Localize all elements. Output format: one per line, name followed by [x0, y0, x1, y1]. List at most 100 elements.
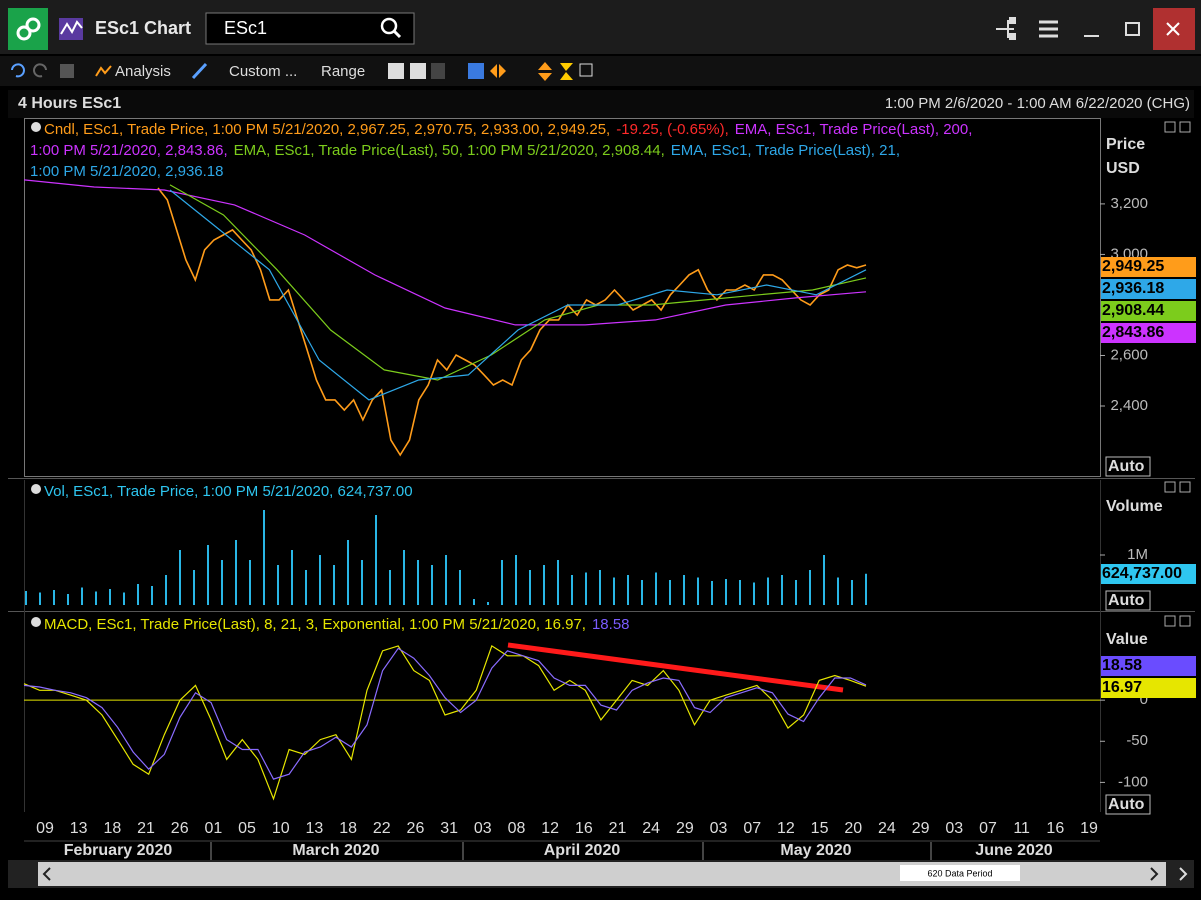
volume-bar [389, 570, 391, 605]
legend-icon [31, 484, 41, 494]
x-tick-label: 11 [1013, 820, 1030, 837]
indicator-line [23, 647, 867, 780]
x-tick-label: 16 [1046, 820, 1064, 837]
price-pane-frame [24, 118, 1101, 477]
last-value-box [1101, 656, 1196, 676]
volume-bar [711, 581, 713, 605]
legend-line: 1:00 PM 5/21/2020, 2,843.86, EMA, ESc1, T… [30, 142, 900, 159]
auto-button[interactable] [1105, 794, 1151, 815]
search-icon [392, 29, 402, 39]
scroll-right[interactable] [1150, 867, 1159, 881]
chart-header [8, 90, 1194, 118]
volume-bar [585, 572, 587, 605]
y-tick-label: -50 [1126, 732, 1148, 749]
volume-bar [627, 575, 629, 605]
volume-bar [823, 555, 825, 605]
draw-tool[interactable] [191, 62, 208, 80]
auto-button[interactable] [1105, 590, 1151, 611]
x-tick-label: 24 [642, 820, 660, 837]
last-value-box [1101, 564, 1196, 584]
volume-bar [137, 584, 139, 605]
legend-line: Cndl, ESc1, Trade Price, 1:00 PM 5/21/20… [44, 121, 972, 138]
search-text: ESc1 [224, 18, 267, 38]
x-tick-label: 26 [407, 820, 425, 837]
y-tick-label: -100 [1118, 773, 1148, 790]
volume-bar [753, 582, 755, 605]
volume-bar [543, 565, 545, 605]
indicator-line [169, 184, 867, 381]
search-box[interactable] [205, 12, 415, 45]
x-tick-label: 03 [945, 820, 963, 837]
maximize-button[interactable] [1125, 22, 1140, 36]
tree-button[interactable] [996, 17, 1016, 40]
toolbar-icons[interactable] [388, 62, 593, 81]
pane-buttons[interactable] [1164, 121, 1191, 627]
volume-bar [851, 580, 853, 605]
legend-text: EMA, ESc1, Trade Price(Last), 21, [671, 142, 900, 159]
x-tick-label: 20 [844, 820, 862, 837]
link-icon [25, 17, 41, 33]
legend-text: Vol, ESc1, Trade Price, 1:00 PM 5/21/202… [44, 483, 413, 500]
y-tick-label: 1M [1127, 546, 1148, 563]
legend-icon [31, 122, 41, 132]
volume-bar [81, 587, 83, 605]
x-tick-label: 13 [70, 820, 88, 837]
legend-text: MACD, ESc1, Trade Price(Last), 8, 21, 3,… [44, 616, 586, 633]
volume-bar [837, 577, 839, 605]
legend-text: 1:00 PM 5/21/2020, 2,843.86, [30, 142, 228, 159]
x-tick-label: 05 [238, 820, 256, 837]
analysis-menu[interactable]: Analysis [115, 63, 171, 80]
data-period-box [900, 865, 1020, 881]
last-value-box [1101, 301, 1196, 321]
bars-button[interactable] [60, 64, 74, 78]
indicator-line [169, 189, 867, 401]
scroll-end[interactable] [1179, 867, 1188, 881]
volume-bar [571, 575, 573, 605]
auto-label: Auto [1108, 796, 1145, 813]
volume-bar [501, 560, 503, 605]
menu-button[interactable] [1039, 20, 1058, 38]
range-menu[interactable]: Range [321, 63, 365, 80]
title-bar [0, 0, 1201, 54]
last-value-box [1101, 257, 1196, 277]
auto-button[interactable] [1105, 456, 1151, 477]
volume-bar [431, 565, 433, 605]
y-axis-label: Volume [1106, 498, 1163, 515]
x-tick-label: 15 [811, 820, 829, 837]
scroll-left[interactable] [42, 867, 51, 881]
volume-bar [781, 575, 783, 605]
chart-header-title: 4 Hours ESc1 [18, 95, 121, 112]
last-value-box [1101, 279, 1196, 299]
redo-button[interactable] [33, 63, 47, 78]
search-icon[interactable] [380, 17, 398, 35]
legend-text: EMA, ESc1, Trade Price(Last), 200, [735, 121, 973, 138]
y-tick-label: 0 [1140, 691, 1148, 708]
volume-bar [25, 591, 27, 605]
auto-label: Auto [1108, 458, 1145, 475]
trend-line [507, 642, 844, 693]
x-tick-label: 01 [204, 820, 222, 837]
volume-bar [697, 577, 699, 605]
window-title: ESc1 Chart [95, 18, 191, 38]
x-tick-label: 12 [777, 820, 795, 837]
volume-bar [193, 570, 195, 605]
volume-bar [67, 594, 69, 605]
x-tick-label: 18 [103, 820, 121, 837]
data-period: 620 Data Period [927, 868, 992, 878]
volume-bar [641, 580, 643, 605]
month-label: May 2020 [780, 842, 851, 859]
volume-bar [403, 550, 405, 605]
last-value-label: 18.58 [1102, 657, 1142, 674]
undo-button[interactable] [11, 63, 25, 78]
x-tick-label: 16 [575, 820, 593, 837]
volume-bar [767, 577, 769, 605]
volume-bar [473, 599, 475, 605]
legend-text: 18.58 [592, 616, 630, 633]
custom-menu[interactable]: Custom ... [229, 63, 297, 80]
chart-period: 1:00 PM 2/6/2020 - 1:00 AM 6/22/2020 (CH… [885, 95, 1190, 112]
last-value-label: 624,737.00 [1102, 565, 1182, 582]
month-label: June 2020 [975, 842, 1052, 859]
